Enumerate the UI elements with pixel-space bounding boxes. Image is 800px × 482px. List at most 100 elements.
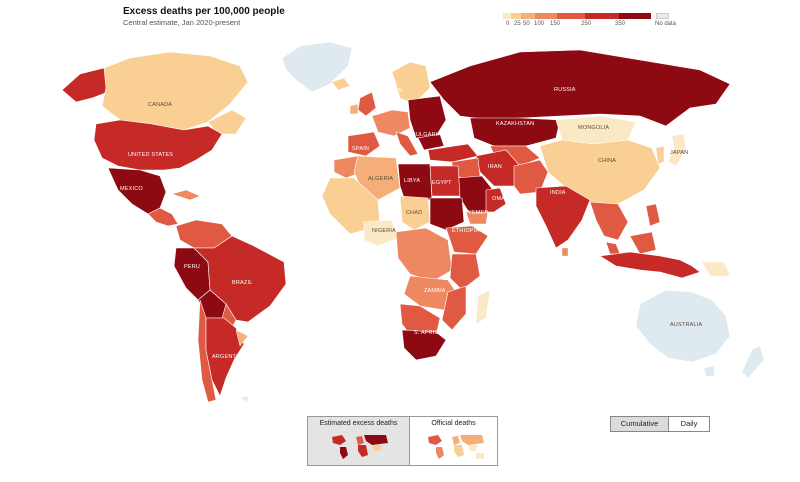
map-label-britain: BRITAIN <box>380 88 403 94</box>
metric-toggle: Cumulative Daily <box>610 416 710 432</box>
panel-title-official: Official deaths <box>431 420 476 427</box>
map-label-mongolia: MONGOLIA <box>578 125 609 131</box>
panel-title-estimated: Estimated excess deaths <box>319 420 398 427</box>
map-label-brazil: BRAZIL <box>232 280 252 286</box>
legend-swatch <box>557 13 585 19</box>
estimated-excess-deaths-panel[interactable]: Estimated excess deaths <box>307 416 410 466</box>
greenland <box>281 41 353 93</box>
southeast-asia <box>589 201 629 241</box>
map-label-bulgaria: BULGARIA <box>412 132 442 138</box>
ireland <box>349 103 359 115</box>
kazakhstan <box>469 117 561 147</box>
color-legend: 0 25 50 100 150 250 350 No data <box>503 10 683 32</box>
oman <box>485 187 507 213</box>
italy <box>395 131 419 157</box>
australia <box>635 289 731 363</box>
russia <box>429 49 731 127</box>
map-label-yemen: YEMEN <box>468 210 489 216</box>
yemen <box>465 211 489 225</box>
legend-swatch <box>619 13 651 19</box>
estimated-thumbnail-map <box>332 435 388 459</box>
madagascar <box>475 289 491 325</box>
united-states <box>93 119 223 171</box>
map-label-united-states: UNITED STATES <box>128 152 173 158</box>
caribbean <box>171 189 201 201</box>
spain <box>347 131 381 157</box>
legend-swatch <box>521 13 535 19</box>
map-label-kazakhstan: KAZAKHSTAN <box>496 121 534 127</box>
map-label-japan: JAPAN <box>670 150 688 156</box>
map-label-oman: OMAN <box>492 196 509 202</box>
nigeria <box>363 219 399 247</box>
uruguay <box>235 329 249 347</box>
legend-color-bar <box>503 13 651 19</box>
chart-title: Excess deaths per 100,000 people <box>123 6 285 17</box>
map-label-iran: IRAN <box>488 164 502 170</box>
map-label-algeria: ALGERIA <box>368 176 393 182</box>
canada <box>101 51 249 131</box>
japan <box>667 133 687 167</box>
legend-tick: 100 <box>534 21 545 27</box>
falklands <box>239 395 249 403</box>
map-label-india: INDIA <box>550 190 566 196</box>
malaysia <box>605 241 621 255</box>
map-label-nigeria: NIGERIA <box>372 228 396 234</box>
map-label-canada: CANADA <box>148 102 172 108</box>
scandinavia <box>391 61 431 105</box>
map-label-zambia: ZAMBIA <box>424 288 446 294</box>
sri-lanka <box>561 247 569 257</box>
legend-tick: 150 <box>550 21 561 27</box>
map-label-china: CHINA <box>598 158 616 164</box>
daily-button[interactable]: Daily <box>669 417 709 431</box>
philippines <box>645 203 661 227</box>
legend-nodata-swatch <box>656 13 669 19</box>
tasmania <box>703 365 715 377</box>
ethiopia <box>445 225 489 255</box>
legend-tick: 250 <box>581 21 592 27</box>
map-label-argentina: ARGENTINA <box>212 354 246 360</box>
papua-new-guinea <box>701 261 731 277</box>
official-deaths-panel[interactable]: Official deaths <box>409 416 498 466</box>
indonesia <box>599 251 701 279</box>
borneo <box>629 231 657 255</box>
map-label-spain: SPAIN <box>352 146 369 152</box>
legend-tick: 25 <box>514 21 521 27</box>
map-label-russia: RUSSIA <box>554 87 576 93</box>
western-europe <box>371 109 411 137</box>
egypt <box>429 165 461 197</box>
new-zealand <box>741 345 765 379</box>
cumulative-button[interactable]: Cumulative <box>611 417 669 431</box>
legend-tick: 350 <box>615 21 626 27</box>
map-label-peru: PERU <box>184 264 200 270</box>
map-label-australia: AUSTRALIA <box>670 322 702 328</box>
korea <box>655 145 665 165</box>
india <box>535 185 591 249</box>
legend-nodata-label: No data <box>655 21 677 27</box>
legend-swatch <box>585 13 619 19</box>
map-label-chad: CHAD <box>406 210 422 216</box>
south-africa <box>401 329 447 361</box>
central-america <box>147 207 179 227</box>
argentina <box>205 317 245 397</box>
east-africa <box>449 253 481 291</box>
chart-subtitle: Central estimate, Jan 2020-present <box>123 18 241 27</box>
legend-swatch <box>535 13 557 19</box>
legend-tick: 50 <box>523 21 530 27</box>
map-label-ethiopia: ETHIOPIA <box>452 228 479 234</box>
mozambique <box>441 285 467 331</box>
central-africa <box>395 227 453 283</box>
chad <box>399 195 431 231</box>
legend-tick: 0 <box>506 21 510 27</box>
map-label-libya: LIBYA <box>404 178 420 184</box>
map-label-s-africa: S. AFRICA <box>414 330 443 336</box>
map-label-mexico: MEXICO <box>120 186 143 192</box>
map-label-egypt: EGYPT <box>432 180 452 186</box>
official-thumbnail-map <box>428 435 484 459</box>
britain <box>357 91 377 117</box>
turkey <box>427 143 479 163</box>
legend-swatch <box>503 13 511 19</box>
bulgaria <box>417 133 445 151</box>
iceland <box>331 77 351 91</box>
legend-swatch <box>511 13 521 19</box>
